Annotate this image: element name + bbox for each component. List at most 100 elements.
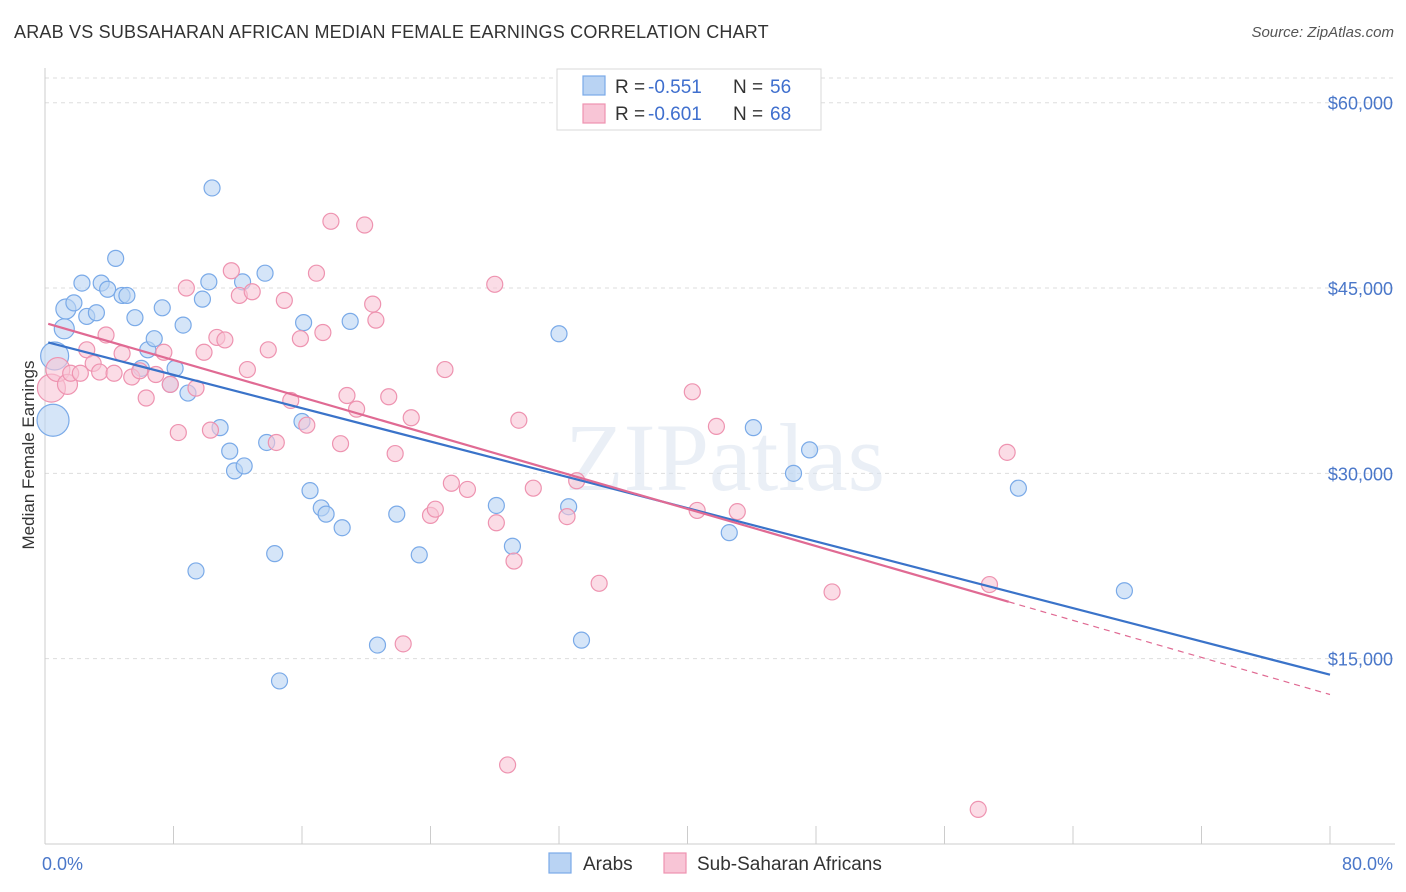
arabs-point-13: [126, 309, 144, 327]
trend-lines: [47, 322, 1331, 696]
arabs-point-17: [153, 299, 171, 317]
subsaharan-point-20: [195, 343, 213, 361]
arabs-point-37: [301, 482, 319, 500]
arabs-point-50: [720, 524, 738, 542]
subsaharan-point-32: [291, 330, 309, 348]
legend-r-value-2: -0.601: [648, 104, 702, 125]
arabs-point-36: [295, 314, 313, 332]
legend-n-value-1: 56: [770, 77, 791, 98]
subsaharan-point-29: [267, 433, 285, 452]
subsaharan-point-50: [442, 474, 460, 492]
series-legend-swatch-subsaharan: [663, 852, 687, 874]
subsaharan-point-7: [91, 363, 109, 381]
x-tick-label-1: 80.0%: [1342, 854, 1393, 874]
arabs-point-39: [317, 505, 335, 523]
legend-swatch-arabs: [582, 75, 606, 96]
subsaharan-point-41: [364, 295, 382, 313]
y-tick-label-1: $30,000: [1328, 464, 1393, 484]
data-points: [36, 179, 1134, 819]
subsaharan-point-51: [458, 480, 477, 499]
subsaharan-point-61: [683, 383, 701, 401]
subsaharan-point-43: [380, 388, 398, 406]
arabs-point-41: [341, 312, 359, 330]
arabs-point-33: [266, 545, 284, 563]
arabs-point-22: [187, 562, 205, 580]
legend-n-label-1: N =: [733, 77, 763, 98]
subsaharan-point-55: [505, 552, 523, 570]
arabs-point-27: [221, 442, 239, 460]
subsaharan-point-39: [348, 400, 366, 418]
subsaharan-point-36: [322, 212, 340, 230]
subsaharan-point-52: [487, 514, 505, 532]
subsaharan-point-46: [402, 409, 420, 427]
arabs-point-55: [1115, 582, 1134, 600]
arabs-point-34: [270, 672, 289, 690]
subsaharan-point-49: [436, 360, 454, 379]
arabs-point-46: [503, 537, 522, 555]
legend-r-label-1: R =: [615, 77, 645, 98]
subsaharan-point-33: [298, 416, 316, 434]
subsaharan-point-23: [216, 331, 234, 349]
arabs-point-23: [193, 290, 212, 308]
legend-n-value-2: 68: [770, 104, 791, 125]
series-legend: Arabs Sub-Saharan Africans: [548, 852, 882, 875]
legend-r-label-2: R =: [615, 104, 645, 125]
subsaharan-point-34: [307, 264, 326, 282]
subsaharan-point-45: [394, 635, 412, 653]
subsaharan-point-16: [161, 375, 179, 393]
arabs-point-16: [145, 330, 163, 348]
subsaharan-point-30: [275, 291, 293, 309]
arabs-point-47: [550, 325, 568, 343]
y-tick-label-3: $60,000: [1328, 94, 1393, 114]
subsaharan-point-24: [222, 262, 240, 280]
subsaharan-point-27: [243, 283, 261, 301]
y-axis-label: Median Female Earnings: [19, 361, 38, 550]
y-tick-labels: $15,000 $30,000 $45,000 $60,000: [1328, 94, 1393, 670]
subsaharan-point-64: [728, 503, 746, 521]
subsaharan-point-13: [137, 389, 155, 407]
arabs-point-40: [333, 519, 351, 537]
arabs-point-5: [73, 274, 91, 292]
subsaharan-point-28: [259, 341, 277, 359]
subsaharan-point-18: [177, 279, 195, 297]
arabs-point-29: [235, 457, 253, 475]
subsaharan-point-48: [426, 500, 444, 518]
subsaharan-point-56: [510, 411, 528, 429]
series-legend-swatch-arabs: [548, 852, 572, 874]
arabs-point-42: [368, 636, 387, 654]
subsaharan-point-9: [105, 364, 123, 382]
legend-r-value-1: -0.551: [648, 77, 702, 98]
legend: R = -0.551 N = 56 R = -0.601 N = 68: [556, 68, 822, 131]
subsaharan-point-60: [590, 574, 608, 592]
subsaharan-point-44: [386, 444, 404, 463]
arabs-point-32: [256, 264, 274, 282]
arabs-point-54: [1009, 479, 1027, 497]
arabs-point-43: [388, 505, 406, 523]
arabs-point-51: [744, 419, 762, 437]
subsaharan-point-66: [969, 800, 987, 819]
axes: [44, 68, 1395, 845]
arabs-point-4: [65, 294, 83, 312]
subsaharan-point-68: [998, 443, 1016, 461]
arabs-point-9: [99, 280, 117, 298]
arabs-point-12: [118, 286, 136, 305]
y-tick-label-0: $15,000: [1328, 650, 1393, 670]
subsaharan-point-38: [338, 386, 356, 405]
subsaharan-trend-line: [47, 322, 1010, 603]
subsaharan-point-4: [71, 364, 89, 382]
subsaharan-point-42: [367, 311, 385, 329]
subsaharan-trend-extension: [1008, 601, 1331, 696]
subsaharan-point-26: [238, 360, 256, 379]
subsaharan-point-37: [331, 435, 350, 453]
subsaharan-point-17: [169, 423, 187, 442]
legend-n-label-2: N =: [733, 104, 763, 125]
arabs-point-1: [36, 403, 70, 437]
x-tick-label-0: 0.0%: [42, 854, 83, 874]
subsaharan-point-35: [314, 323, 332, 342]
chart-title: ARAB VS SUBSAHARAN AFRICAN MEDIAN FEMALE…: [14, 22, 769, 42]
arabs-point-52: [784, 464, 803, 482]
subsaharan-point-53: [486, 275, 504, 293]
series-legend-label-arabs: Arabs: [583, 854, 633, 875]
subsaharan-point-63: [707, 417, 726, 436]
